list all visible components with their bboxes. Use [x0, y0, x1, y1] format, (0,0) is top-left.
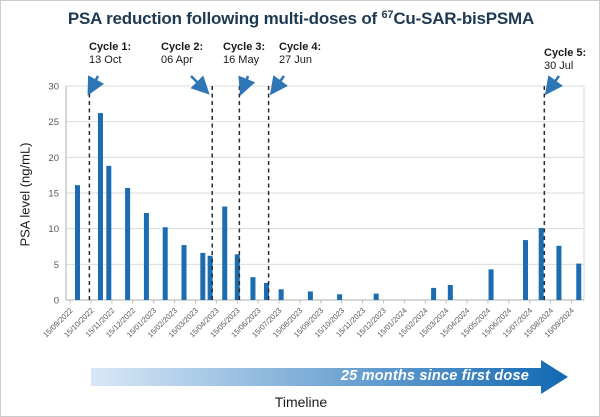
- cycle-1-label: Cycle 1:: [89, 41, 132, 53]
- y-axis-title: PSA level (ng/mL): [17, 142, 33, 247]
- cycle-5-label: Cycle 5:: [544, 47, 587, 59]
- psa-bar: [207, 255, 213, 300]
- psa-bar: [337, 294, 343, 300]
- psa-bar: [576, 263, 582, 300]
- duration-banner-text: 25 months since first dose: [340, 368, 529, 384]
- chart-title-prefix: PSA reduction following multi-doses of: [67, 9, 382, 28]
- psa-bar: [278, 289, 284, 300]
- cycle-2-label: Cycle 2:: [161, 41, 204, 53]
- y-tick-label: 10: [48, 224, 59, 235]
- psa-bar: [125, 188, 131, 300]
- psa-bar: [556, 245, 562, 300]
- psa-bar: [234, 254, 240, 300]
- psa-bar: [447, 285, 453, 300]
- psa-bar: [250, 277, 256, 300]
- psa-bar: [222, 206, 228, 300]
- cycle-2-annotation: Cycle 2: 06 Apr: [161, 41, 203, 67]
- psa-bar: [488, 269, 494, 300]
- cycle-2-date: 06 Apr: [161, 54, 193, 66]
- cycle-arrow-icon: [269, 75, 289, 96]
- chart-title: PSA reduction following multi-doses of 6…: [1, 9, 599, 29]
- cycle-4-annotation: Cycle 4: 27 Jun: [279, 41, 321, 67]
- psa-bar: [538, 227, 544, 300]
- psa-bar: [181, 245, 187, 300]
- cycle-arrow-icon: [544, 75, 564, 96]
- psa-bar: [264, 282, 270, 300]
- timeline-arrow-icon: [91, 360, 568, 394]
- cycle-3-label: Cycle 3:: [223, 41, 266, 53]
- cycle-3-annotation: Cycle 3: 16 May: [223, 41, 265, 67]
- isotope-superscript: 67: [381, 9, 394, 21]
- x-axis-title: Timeline: [274, 394, 328, 410]
- cycle-4-label: Cycle 4:: [279, 41, 322, 53]
- psa-bar: [373, 293, 379, 300]
- cycle-arrow-icon: [87, 75, 105, 96]
- cycle-arrow-icon: [238, 75, 256, 96]
- psa-bar: [307, 291, 313, 300]
- psa-bar: [431, 287, 437, 300]
- y-tick-label: 5: [54, 260, 59, 271]
- y-tick-label: 0: [54, 296, 59, 307]
- cycle-1-annotation: Cycle 1: 13 Oct: [89, 41, 131, 67]
- cycle-4-date: 27 Jun: [279, 54, 313, 66]
- cycle-5-annotation: Cycle 5: 30 Jul: [544, 47, 586, 73]
- psa-bar: [106, 165, 112, 300]
- psa-bar: [74, 185, 80, 300]
- psa-bar: [97, 113, 103, 301]
- cycle-arrow-icon: [190, 75, 210, 95]
- y-tick-label: 25: [48, 117, 59, 128]
- psa-bar: [200, 252, 206, 300]
- y-tick-label: 15: [48, 189, 59, 200]
- cycle-1-date: 13 Oct: [89, 54, 122, 66]
- cycle-3-date: 16 May: [223, 54, 260, 66]
- chart-title-suffix: Cu-SAR-bisPSMA: [393, 9, 535, 28]
- psa-bar: [143, 212, 149, 300]
- psa-bar: [162, 227, 168, 300]
- y-tick-label: 30: [48, 82, 59, 93]
- y-tick-label: 20: [48, 153, 59, 164]
- psa-bar: [523, 240, 529, 300]
- cycle-5-date: 30 Jul: [544, 60, 574, 72]
